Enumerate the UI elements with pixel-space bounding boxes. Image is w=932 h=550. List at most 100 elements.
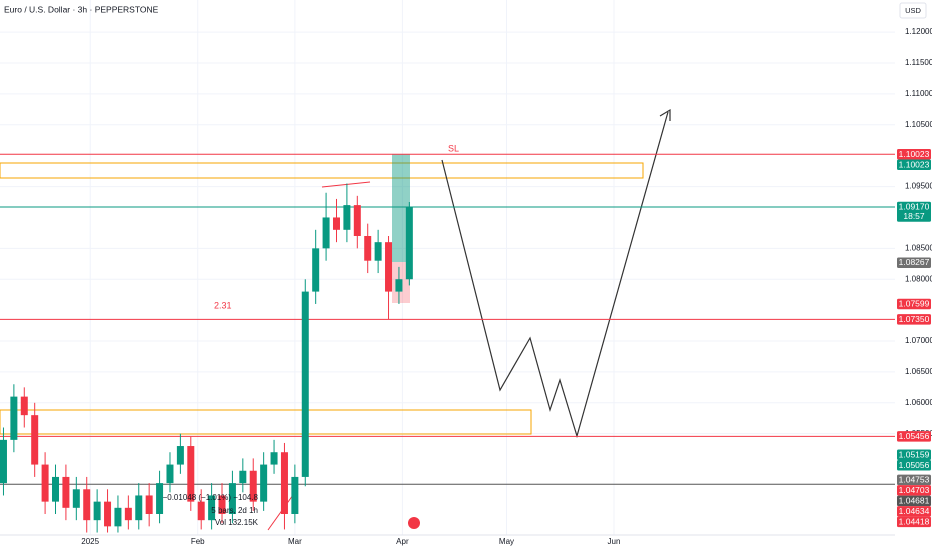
candle-body (31, 415, 39, 465)
candle-body (301, 291, 309, 477)
trend-line (321, 181, 371, 188)
y-tick-label: 1.08000 (905, 274, 932, 283)
candle-body (332, 217, 340, 230)
candle-body (353, 205, 361, 236)
position-profit (392, 154, 410, 262)
price-tag-label: 1.07599 (899, 299, 930, 309)
price-tag (897, 159, 931, 171)
candle-body (72, 489, 80, 508)
support-zone (0, 409, 532, 435)
projection-arrow (659, 108, 671, 121)
price-tag-label: 1.05159 (899, 449, 930, 459)
price-tag-label: 1.07350 (899, 314, 930, 324)
candle-body (62, 476, 70, 508)
candle-body (405, 206, 413, 280)
y-tick-label: 1.08500 (905, 243, 932, 252)
x-tick-label: May (499, 537, 514, 546)
resistance-zone (0, 162, 644, 179)
price-tag (897, 201, 931, 222)
candle-body (93, 501, 101, 521)
price-tag (897, 516, 931, 528)
price-tag (897, 474, 931, 486)
x-tick-label: Jun (608, 537, 621, 546)
currency-label: USD (905, 6, 921, 15)
candle-body (114, 507, 122, 527)
candle-body (374, 242, 382, 261)
candle-body (260, 464, 268, 502)
y-tick-label: 1.06500 (905, 367, 932, 376)
price-tag-time: 18:57 (903, 211, 925, 221)
price-tag (897, 449, 931, 460)
price-tag-label: 1.09170 (899, 201, 930, 211)
price-tag (897, 298, 931, 310)
y-tick-label: 1.07000 (905, 336, 932, 345)
candle-body (218, 495, 226, 514)
chart-title: Euro / U.S. Dollar · 3h · PEPPERSTONE (4, 4, 159, 14)
candle-body (104, 501, 112, 527)
price-tag (897, 431, 931, 442)
price-tag (897, 257, 931, 268)
price-tag (897, 149, 931, 160)
price-tag-label: 1.05456 (899, 431, 930, 441)
x-tick-label: Apr (396, 537, 409, 546)
candle-body (270, 452, 278, 465)
y-tick-label: 1.10500 (905, 120, 932, 129)
price-tag-label: 1.05056 (899, 460, 930, 470)
x-tick-label: 2025 (81, 537, 99, 546)
y-tick-label: 1.11500 (905, 58, 932, 67)
candle-body (385, 242, 393, 292)
candle-body (145, 495, 153, 514)
y-tick-label: 1.11000 (905, 89, 932, 98)
x-tick-label: Mar (288, 537, 302, 546)
event-icon[interactable] (408, 517, 420, 529)
candle-body (20, 396, 28, 416)
y-tick-label: 1.12000 (905, 27, 932, 36)
candle-body (0, 439, 7, 484)
candle-body (322, 217, 330, 249)
y-tick-label: 1.09500 (905, 182, 932, 191)
measure-label: −0.01048 (−1.01%) −104.8 (163, 493, 259, 502)
candle-body (228, 483, 236, 514)
bars-label: 5 bars, 2d 1h (211, 506, 258, 515)
price-tag-label: 1.04681 (899, 495, 930, 505)
y-tick-label: 1.06000 (905, 398, 932, 407)
price-tag-label: 1.04753 (899, 474, 930, 484)
price-tag (897, 314, 931, 325)
candle-body (135, 495, 143, 521)
ratio-label: 2.31 (214, 300, 232, 310)
candle-body (239, 470, 247, 484)
currency-button[interactable] (899, 2, 927, 19)
x-tick-label: Feb (191, 537, 205, 546)
price-tag (897, 485, 931, 496)
candle-body (208, 495, 216, 521)
candle-body (312, 248, 320, 292)
candle-body (156, 483, 164, 514)
candle-body (10, 396, 18, 440)
price-tag-label: 1.10023 (899, 159, 930, 169)
price-tag-label: 1.04634 (899, 506, 930, 516)
price-tag (897, 460, 931, 471)
candle-body (83, 489, 91, 521)
candle-body (41, 464, 49, 502)
candle-body (52, 476, 60, 502)
vol-label: Vol 132.15K (215, 518, 259, 527)
candle-body (280, 452, 288, 514)
candle-body (197, 501, 205, 521)
candle-body (291, 476, 299, 514)
candle-body (395, 279, 403, 292)
price-tag-label: 1.10023 (899, 149, 930, 159)
price-tag-label: 1.08267 (899, 257, 930, 267)
candle-body (249, 470, 257, 502)
price-tag-label: 1.04703 (899, 485, 930, 495)
candle-body (343, 205, 351, 230)
price-tag-label: 1.04418 (899, 516, 930, 526)
candle-body (124, 507, 132, 521)
price-tag (897, 495, 931, 507)
sl-label: SL (448, 143, 459, 153)
candle-body (176, 446, 184, 465)
candle-body (364, 235, 372, 261)
candle-body (166, 464, 174, 484)
candle-body (187, 446, 195, 502)
